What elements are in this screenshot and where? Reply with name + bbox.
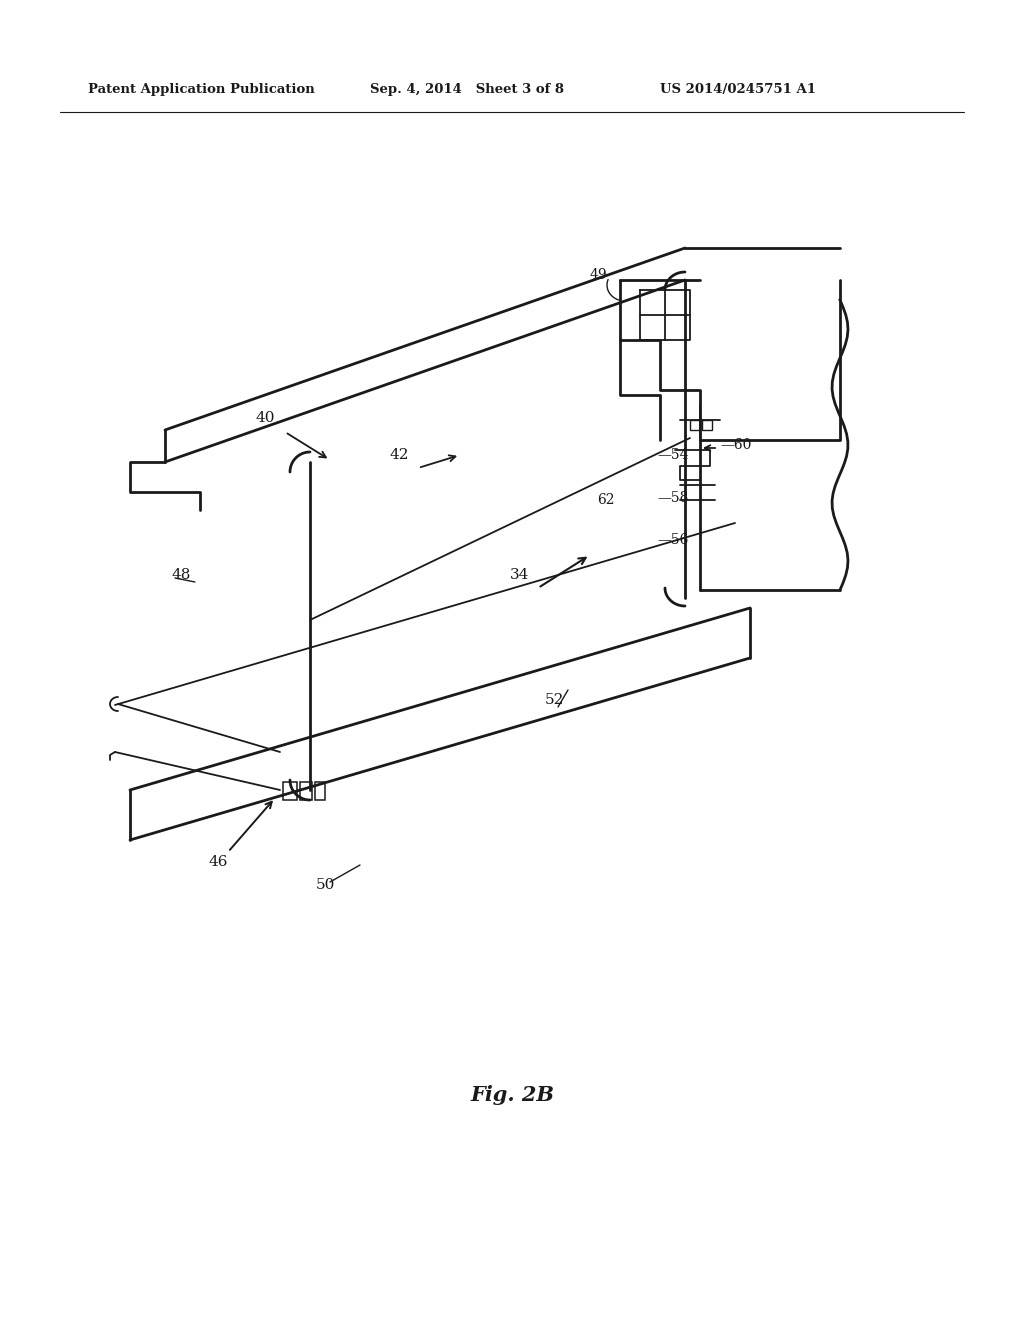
- Text: 40: 40: [255, 411, 274, 425]
- Bar: [283, 781, 297, 800]
- Text: 52: 52: [545, 693, 564, 708]
- Bar: [315, 781, 325, 800]
- Text: 62: 62: [597, 492, 614, 507]
- Bar: [300, 781, 312, 800]
- Text: Sep. 4, 2014   Sheet 3 of 8: Sep. 4, 2014 Sheet 3 of 8: [370, 83, 564, 96]
- Text: 42: 42: [390, 447, 410, 462]
- Text: 46: 46: [208, 855, 227, 869]
- Text: Fig. 2B: Fig. 2B: [470, 1085, 554, 1105]
- Text: 48: 48: [172, 568, 191, 582]
- Bar: [690, 420, 700, 430]
- Text: —54: —54: [657, 447, 688, 462]
- Text: —58: —58: [657, 491, 688, 506]
- Text: US 2014/0245751 A1: US 2014/0245751 A1: [660, 83, 816, 96]
- Bar: [702, 420, 712, 430]
- Text: Patent Application Publication: Patent Application Publication: [88, 83, 314, 96]
- Text: —56: —56: [657, 533, 688, 546]
- Text: —60: —60: [720, 438, 752, 451]
- Text: 34: 34: [510, 568, 529, 582]
- Text: 50: 50: [316, 878, 336, 892]
- Text: 49: 49: [590, 268, 607, 282]
